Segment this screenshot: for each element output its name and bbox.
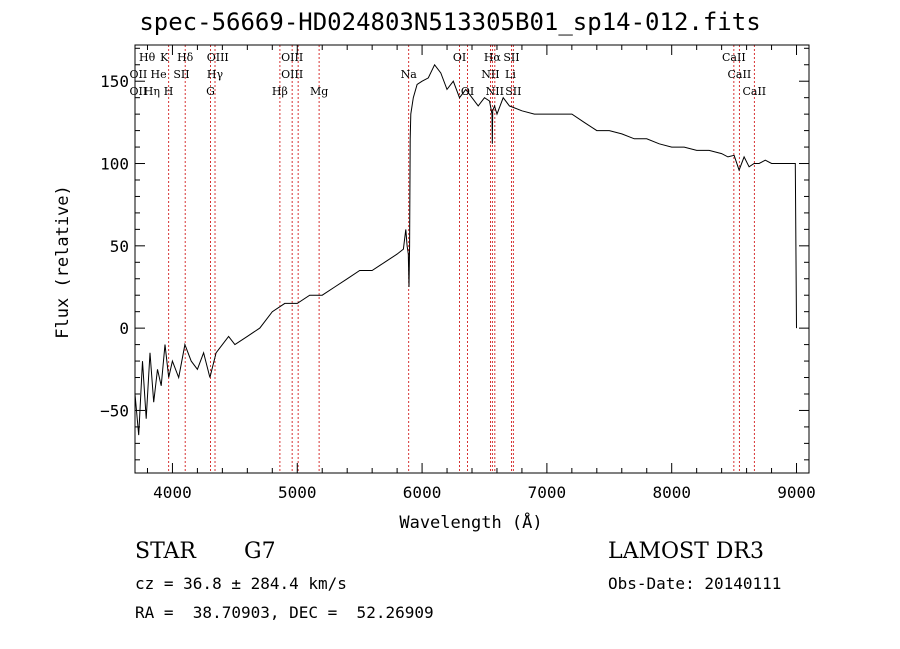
line-annotation: OIII: [207, 51, 229, 64]
object-class: STAR: [135, 539, 196, 564]
y-tick-label: 50: [110, 237, 129, 256]
y-axis-label: Flux (relative): [53, 185, 73, 339]
redshift-value: cz = 36.8 ± 284.4 km/s: [135, 574, 347, 593]
observation-date: Obs-Date: 20140111: [608, 574, 782, 593]
line-annotation: CaII: [728, 68, 752, 81]
x-tick-label: 6000: [403, 483, 442, 502]
x-tick-label: 4000: [153, 483, 192, 502]
spectrum-line: [134, 63, 797, 436]
line-annotation: Hδ: [177, 51, 194, 64]
line-annotation: OII: [130, 85, 148, 98]
line-annotation: Hη: [144, 85, 160, 98]
x-axis-label: Wavelength (Å): [399, 511, 542, 533]
line-annotation: OIII: [281, 51, 303, 64]
x-tick-label: 9000: [777, 483, 816, 502]
y-tick-label: 0: [119, 319, 129, 338]
x-tick-label: 7000: [528, 483, 567, 502]
line-annotation: SII: [505, 85, 521, 98]
line-annotation: Hθ: [139, 51, 156, 64]
line-annotation: Mg: [310, 85, 328, 98]
line-annotation: NII: [486, 85, 504, 98]
line-annotation: Li: [505, 68, 516, 81]
spectral-subclass: G7: [244, 539, 276, 564]
line-annotation: H: [164, 85, 174, 98]
x-axis: 4000 5000 6000 7000 8000 9000: [146, 45, 816, 502]
line-annotation: NII: [481, 68, 499, 81]
y-tick-label: −50: [100, 401, 129, 420]
line-annotation: Na: [401, 68, 418, 81]
y-tick-label: 150: [100, 72, 129, 91]
line-annotation: K: [160, 51, 169, 64]
survey-name: LAMOST DR3: [608, 539, 764, 564]
line-annotation: Hβ: [272, 85, 288, 98]
line-annotation: G: [206, 85, 215, 98]
line-annotation: SII: [173, 68, 189, 81]
x-tick-label: 8000: [652, 483, 691, 502]
y-tick-label: 100: [100, 155, 129, 174]
line-annotation: OII: [130, 68, 148, 81]
chart-title: spec-56669-HD024803N513305B01_sp14-012.f…: [139, 8, 761, 36]
line-annotation: SII: [503, 51, 519, 64]
line-annotation: OI: [461, 85, 474, 98]
line-annotation: CaII: [742, 85, 766, 98]
line-annotation: Hγ: [207, 68, 224, 81]
emission-line-markers: [168, 45, 755, 473]
line-annotation: Hα: [484, 51, 502, 64]
x-tick-label: 5000: [278, 483, 317, 502]
y-axis: −50 0 50 100 150: [100, 47, 809, 461]
line-annotation: OI: [453, 51, 466, 64]
spectrum-layer: [134, 63, 797, 436]
plot-frame: [134, 44, 810, 474]
line-annotation: He: [151, 68, 167, 81]
line-annotation: OIII: [281, 68, 303, 81]
line-annotation: CaII: [722, 51, 746, 64]
sky-coordinates: RA = 38.70903, DEC = 52.26909: [135, 603, 434, 622]
